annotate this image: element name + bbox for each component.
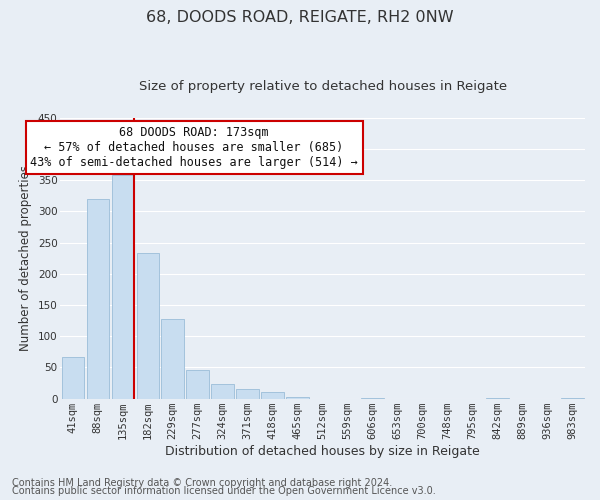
Text: 68, DOODS ROAD, REIGATE, RH2 0NW: 68, DOODS ROAD, REIGATE, RH2 0NW <box>146 10 454 25</box>
Bar <box>187 370 209 398</box>
Bar <box>161 319 184 398</box>
Title: Size of property relative to detached houses in Reigate: Size of property relative to detached ho… <box>139 80 507 93</box>
Text: Contains public sector information licensed under the Open Government Licence v3: Contains public sector information licen… <box>12 486 436 496</box>
Bar <box>86 199 109 398</box>
Text: 68 DOODS ROAD: 173sqm
← 57% of detached houses are smaller (685)
43% of semi-det: 68 DOODS ROAD: 173sqm ← 57% of detached … <box>30 126 358 169</box>
Bar <box>211 384 234 398</box>
X-axis label: Distribution of detached houses by size in Reigate: Distribution of detached houses by size … <box>165 444 480 458</box>
Text: Contains HM Land Registry data © Crown copyright and database right 2024.: Contains HM Land Registry data © Crown c… <box>12 478 392 488</box>
Bar <box>62 357 84 399</box>
Bar <box>236 390 259 398</box>
Bar <box>137 253 159 398</box>
Bar <box>262 392 284 398</box>
Bar <box>112 175 134 398</box>
Y-axis label: Number of detached properties: Number of detached properties <box>19 165 32 351</box>
